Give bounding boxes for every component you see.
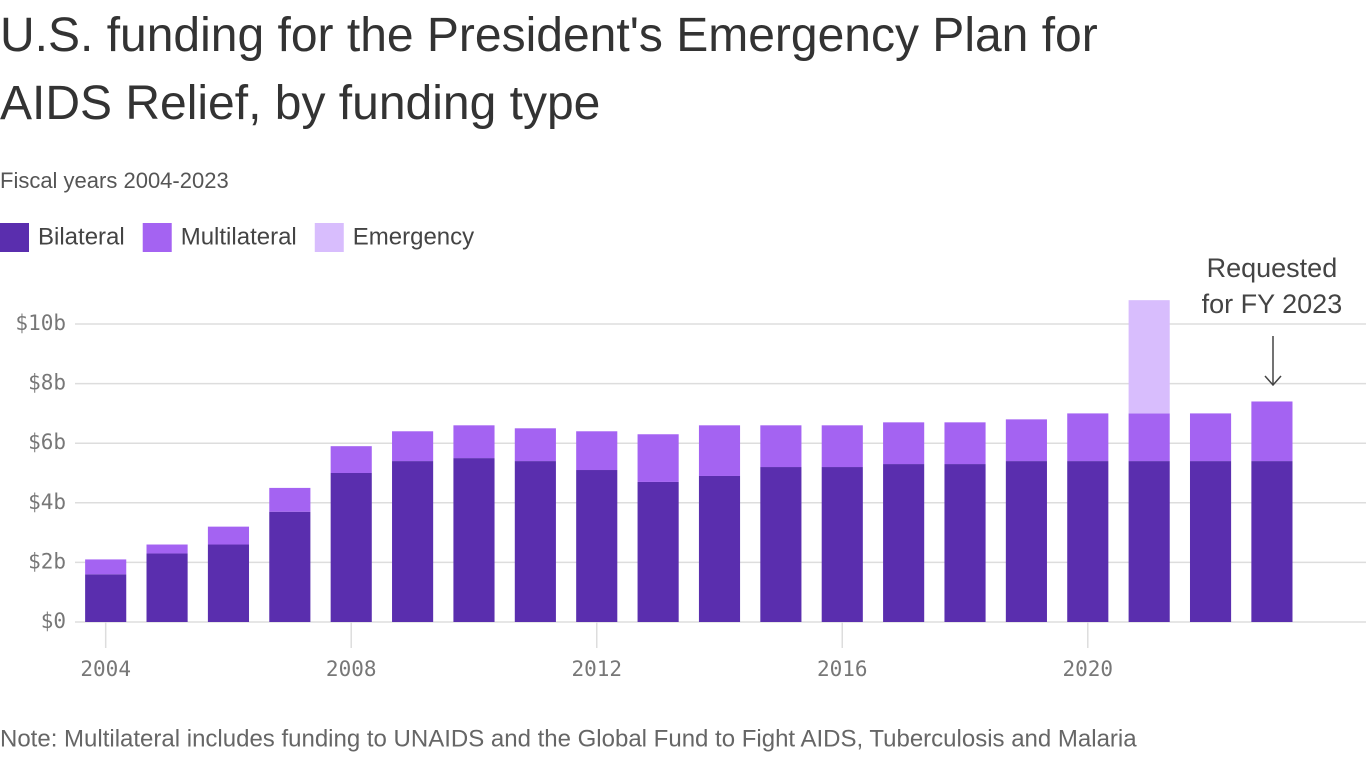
bar-segment — [453, 425, 495, 459]
bar-segment — [698, 425, 741, 476]
bar-segment — [637, 434, 679, 482]
annotation-arrowhead — [1264, 375, 1282, 387]
bar-segment — [760, 425, 802, 468]
y-tick-label: $6b — [28, 430, 66, 454]
x-tick-label: 2004 — [80, 657, 131, 681]
bar-segment — [1067, 461, 1109, 622]
bar-segment — [1251, 401, 1293, 462]
legend-swatch — [314, 223, 344, 252]
legend-label: Multilateral — [181, 223, 297, 250]
y-tick-label: $10b — [15, 311, 66, 335]
x-tick-label: 2012 — [571, 657, 622, 681]
note: Note: Multilateral includes funding to U… — [0, 725, 1137, 752]
bar-segment — [821, 425, 863, 468]
bar-segment — [944, 422, 986, 465]
bar-segment — [883, 464, 925, 622]
bar-segment — [944, 464, 986, 622]
bar-segment — [821, 467, 863, 622]
bar-segment — [330, 446, 372, 473]
x-tick-label: 2016 — [817, 657, 868, 681]
x-tick-label: 2008 — [326, 657, 377, 681]
bar-segment — [1251, 461, 1293, 622]
bar-segment — [146, 553, 188, 622]
bar-segment — [392, 431, 434, 462]
bar-segment — [514, 461, 556, 622]
bar-segment — [207, 526, 250, 545]
x-tick-label: 2020 — [1062, 657, 1113, 681]
bar-segment — [330, 473, 372, 622]
legend-label: Emergency — [353, 223, 474, 250]
bar-segment — [1128, 413, 1170, 462]
y-tick-label: $0 — [41, 609, 66, 633]
bar-segment — [698, 475, 741, 622]
annotation: for FY 2023 — [1202, 289, 1343, 319]
legend: Bilateral Multilateral Emergency — [0, 223, 474, 252]
bar-segment — [1128, 461, 1170, 622]
bar-segment — [576, 431, 618, 471]
bar-segment — [1189, 461, 1232, 622]
bar-segment — [514, 428, 556, 462]
legend-swatch — [0, 223, 29, 252]
bar-segment — [1067, 413, 1109, 462]
bar-segment — [576, 470, 618, 622]
bar-segment — [760, 467, 802, 622]
bar-segment — [1005, 419, 1047, 462]
bar-segment — [85, 574, 127, 622]
y-tick-label: $2b — [28, 549, 66, 573]
axes: $0 $2b $4b $6b $8b $10b 2004 2008 2012 2016 2020 — [15, 311, 1113, 681]
legend-label: Bilateral — [38, 223, 125, 250]
bar-segment — [453, 458, 495, 622]
bar-segment — [637, 481, 679, 622]
y-tick-label: $8b — [28, 371, 66, 395]
bar-segment — [207, 544, 250, 622]
chart-subtitle: Fiscal years 2004-2023 — [0, 168, 229, 193]
legend-swatch — [142, 223, 172, 252]
bar-segment — [1128, 300, 1170, 414]
chart-title-text: U.S. funding for the President's Emergen… — [0, 9, 1098, 130]
bars — [85, 300, 1293, 622]
bar-segment — [883, 422, 925, 465]
title-line: U.S. funding for the President's Emergen… — [0, 9, 1098, 62]
y-tick-label: $4b — [28, 490, 66, 514]
bar-segment — [146, 544, 188, 554]
chart-title: U.S. funding for the President's Emergen… — [0, 9, 1098, 130]
title-line: AIDS Relief, by funding type — [0, 77, 600, 130]
bar-segment — [1189, 413, 1232, 462]
bar-segment — [1005, 461, 1047, 622]
bar-segment — [269, 487, 311, 512]
bar-segment — [392, 461, 434, 622]
bar-segment — [269, 511, 311, 622]
annotation: Requested — [1207, 253, 1338, 283]
bar-segment — [85, 559, 127, 575]
